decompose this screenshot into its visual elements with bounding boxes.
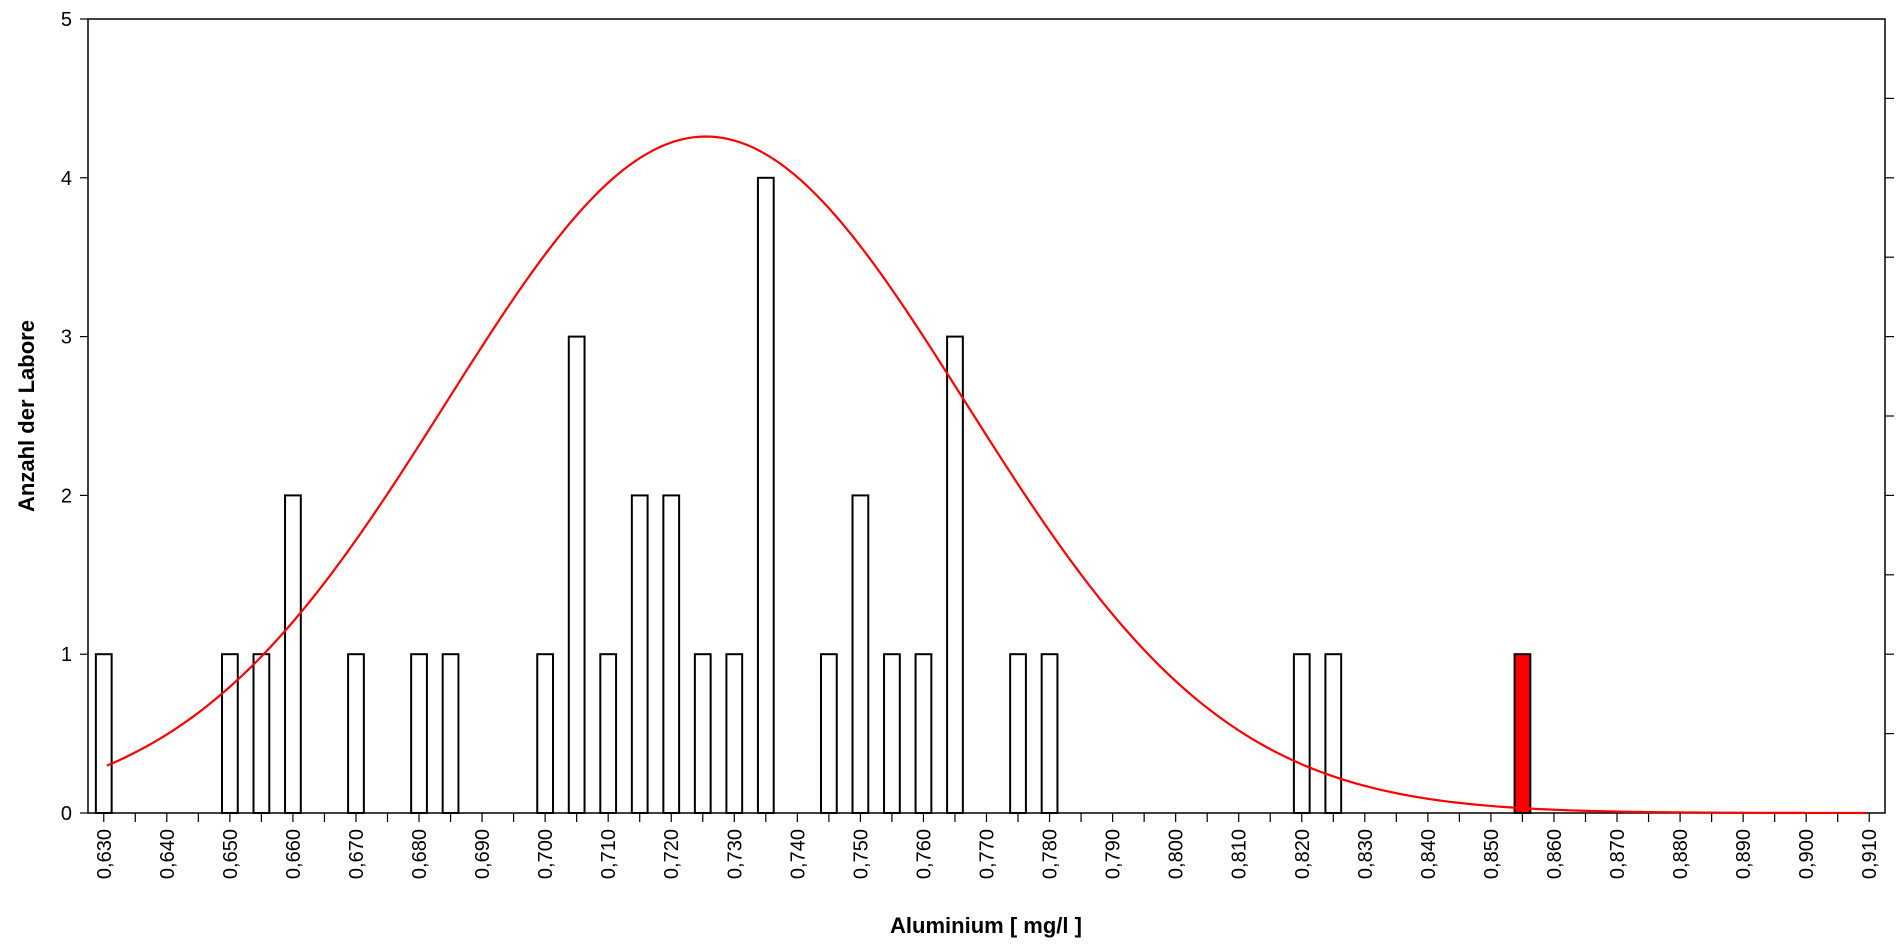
x-tick-label: 0,670 (346, 829, 368, 879)
y-tick-label: 2 (61, 485, 72, 507)
histogram-bar (1324, 653, 1343, 815)
x-tick-label: 0,720 (661, 829, 683, 879)
x-tick-label: 0,630 (94, 829, 116, 879)
histogram-bar (94, 653, 113, 815)
histogram-bar (883, 653, 901, 815)
histogram-bar (914, 653, 933, 815)
histogram-bar (441, 653, 460, 815)
x-tick-label: 0,650 (220, 829, 242, 879)
highlighted-bar (1513, 653, 1532, 815)
x-tick-label: 0,770 (977, 829, 999, 879)
x-tick-label: 0,910 (1859, 829, 1881, 879)
x-axis-title: Aluminium [ mg/l ] (890, 913, 1082, 938)
x-tick-label: 0,860 (1544, 829, 1566, 879)
x-tick-label: 0,760 (913, 829, 935, 879)
y-axis: 0 1 2 3 4 5 (61, 9, 88, 825)
x-tick-label: 0,850 (1481, 829, 1503, 879)
x-tick-label: 0,730 (724, 829, 746, 879)
x-tick-label: 0,900 (1796, 829, 1818, 879)
x-tick-label: 0,690 (472, 829, 494, 879)
y-tick-label: 0 (61, 803, 72, 825)
bars-layer (94, 176, 1532, 815)
curve-layer (106, 135, 1867, 815)
histogram-bar (347, 653, 365, 815)
y-tick-label: 5 (61, 9, 72, 31)
histogram-bar (1292, 653, 1311, 815)
x-tick-label: 0,810 (1229, 829, 1251, 879)
x-tick-label: 0,780 (1040, 829, 1062, 879)
x-tick-label: 0,680 (409, 829, 431, 879)
normal-distribution-curve (106, 135, 1867, 815)
histogram-bar (536, 653, 555, 815)
histogram-bar (630, 494, 649, 814)
histogram-bar (662, 494, 681, 814)
x-tick-label: 0,830 (1355, 829, 1377, 879)
histogram-bar (599, 653, 618, 815)
histogram-bar (1009, 653, 1027, 815)
x-tick-label: 0,740 (787, 829, 809, 879)
x-tick-label: 0,710 (598, 829, 620, 879)
histogram-bar (851, 494, 870, 814)
y-axis-title: Anzahl der Labore (14, 320, 39, 512)
y-tick-label: 4 (61, 168, 72, 190)
histogram-bar (693, 653, 712, 815)
x-tick-label: 0,660 (283, 829, 305, 879)
histogram-bar (410, 653, 428, 815)
y-tick-label: 3 (61, 327, 72, 349)
histogram-bar (756, 176, 775, 815)
x-tick-label: 0,700 (535, 829, 557, 879)
x-tick-label: 0,790 (1103, 829, 1125, 879)
histogram-bar (819, 653, 838, 815)
x-tick-label: 0,820 (1292, 829, 1314, 879)
x-tick-label: 0,890 (1733, 829, 1755, 879)
x-tick-label: 0,640 (157, 829, 179, 879)
y-tick-label: 1 (61, 644, 72, 666)
x-tick-label: 0,870 (1607, 829, 1629, 879)
histogram-bar (1040, 653, 1059, 815)
x-tick-label: 0,880 (1670, 829, 1692, 879)
x-axis: 0,630 0,640 0,650 0,660 0,670 0,680 0,690 0,700… (94, 813, 1881, 879)
histogram-bar (567, 335, 586, 814)
x-tick-label: 0,750 (850, 829, 872, 879)
x-tick-label: 0,800 (1166, 829, 1188, 879)
x-tick-label: 0,840 (1418, 829, 1440, 879)
histogram-bar (220, 653, 239, 815)
histogram-bar (725, 653, 744, 815)
histogram-bar (946, 335, 964, 814)
histogram-bar (252, 653, 271, 815)
histogram-bar (284, 494, 302, 814)
